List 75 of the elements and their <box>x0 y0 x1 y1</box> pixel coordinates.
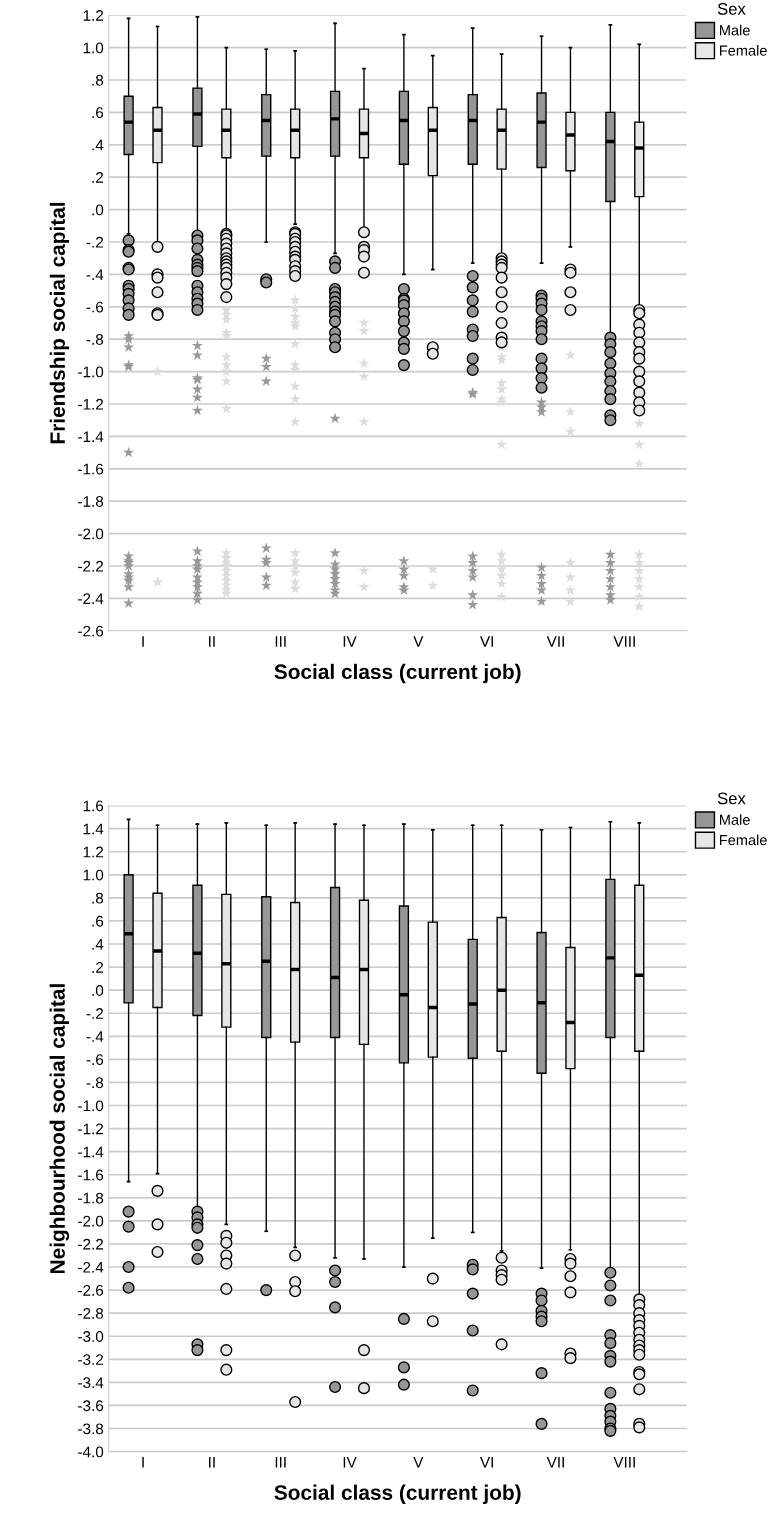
x-axis-title: Social class (current job) <box>274 1484 521 1505</box>
y-tick-label: .0 <box>92 204 104 216</box>
y-tick-label: -4.0 <box>78 1446 104 1458</box>
x-tick-label: VI <box>480 1457 493 1468</box>
y-tick-label: -.8 <box>86 1077 104 1089</box>
y-tick-label: -1.0 <box>78 1100 104 1112</box>
y-axis-title: Neighbourhood social capital <box>49 984 70 1274</box>
y-tick-label: 1.6 <box>83 800 104 812</box>
y-tick-label: -.4 <box>86 269 104 280</box>
x-tick-label: I <box>142 636 144 647</box>
y-tick-label: .2 <box>92 172 104 183</box>
y-tick-label: 1.0 <box>83 869 104 881</box>
y-tick-label: .4 <box>92 939 104 950</box>
x-tick-label: VII <box>546 636 564 647</box>
legend-title: Sex <box>717 792 746 805</box>
y-tick-label: -1.8 <box>78 1192 104 1204</box>
y-tick-label: -3.6 <box>78 1400 104 1412</box>
x-tick-label: III <box>275 1457 286 1468</box>
x-tick-label: V <box>413 636 424 647</box>
y-tick-label: .6 <box>92 107 104 119</box>
x-tick-label: VIII <box>613 1457 635 1468</box>
y-tick-label: -3.2 <box>78 1354 104 1365</box>
y-tick-label: 1.2 <box>83 846 104 858</box>
x-axis-title: Social class (current job) <box>274 663 521 684</box>
x-tick-label: VI <box>480 636 493 647</box>
y-tick-label: .8 <box>92 74 104 86</box>
y-tick-label: -2.2 <box>78 560 104 572</box>
y-tick-label: -3.4 <box>78 1377 104 1389</box>
y-tick-label: 1.2 <box>83 10 104 21</box>
y-tick-label: .0 <box>92 985 104 996</box>
legend-title: Sex <box>717 3 746 15</box>
y-tick-label: -1.6 <box>78 1169 104 1181</box>
x-tick-label: IV <box>343 1457 357 1468</box>
y-tick-label: -2.4 <box>78 593 104 604</box>
y-tick-label: -.4 <box>86 1031 104 1042</box>
y-tick-label: -2.0 <box>78 1215 104 1227</box>
y-tick-label: -.2 <box>86 236 104 248</box>
y-tick-label: 1.0 <box>83 42 104 54</box>
y-tick-label: -1.8 <box>78 496 104 507</box>
y-tick-label: -.2 <box>86 1008 104 1019</box>
x-tick-label: II <box>209 636 215 647</box>
y-tick-label: -2.2 <box>78 1238 104 1250</box>
x-tick-label: III <box>275 636 286 647</box>
y-tick-label: -1.6 <box>78 463 104 475</box>
y-tick-label: -2.6 <box>78 625 104 637</box>
x-tick-label: II <box>209 1457 215 1468</box>
x-tick-label: I <box>142 1457 144 1468</box>
y-tick-label: -1.2 <box>78 1123 104 1135</box>
y-tick-label: -1.0 <box>78 366 104 378</box>
y-tick-label: -.8 <box>86 334 104 345</box>
y-tick-label: .4 <box>92 139 104 151</box>
x-tick-label: V <box>413 1457 424 1468</box>
y-tick-label: 1.4 <box>83 823 104 835</box>
y-tick-label: -2.0 <box>78 528 104 540</box>
legend-label: Female <box>720 834 767 846</box>
x-tick-label: IV <box>343 636 357 647</box>
y-tick-label: -3.8 <box>78 1423 104 1435</box>
y-tick-label: .2 <box>92 961 104 973</box>
y-tick-label: .8 <box>92 892 104 904</box>
legend-label: Female <box>720 45 767 56</box>
y-tick-label: -1.4 <box>78 431 104 442</box>
y-tick-label: -.6 <box>86 301 104 313</box>
y-tick-label: -3.0 <box>78 1331 104 1342</box>
x-tick-label: VIII <box>613 636 635 647</box>
y-tick-label: -2.6 <box>78 1284 104 1296</box>
y-tick-label: .6 <box>92 915 104 927</box>
x-tick-label: VII <box>546 1457 564 1468</box>
legend-label: Male <box>720 814 750 825</box>
y-tick-label: -2.4 <box>78 1261 104 1273</box>
y-axis-title: Friendship social capital <box>49 202 70 444</box>
legend-label: Male <box>720 24 750 36</box>
y-tick-label: -1.4 <box>78 1146 104 1158</box>
y-tick-label: -1.2 <box>78 398 104 410</box>
y-tick-label: -2.8 <box>78 1308 104 1319</box>
y-tick-label: -.6 <box>86 1054 104 1066</box>
